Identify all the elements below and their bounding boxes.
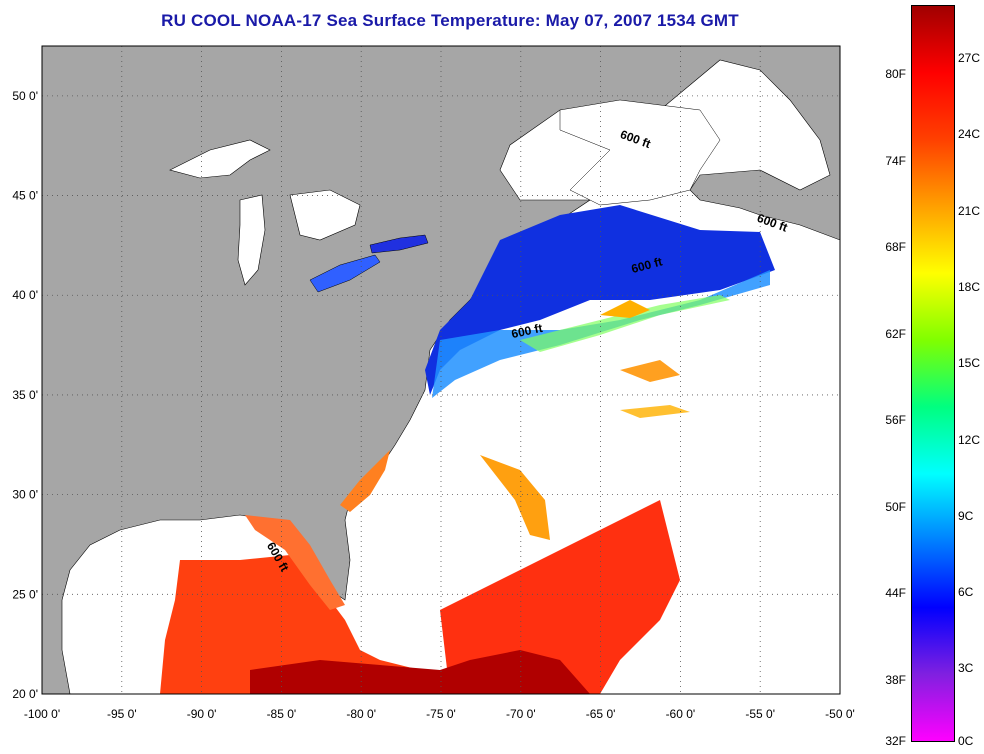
x-tick-label: -60 0': [666, 707, 696, 721]
lake-michigan: [237, 194, 266, 286]
colorbar-f-label: 32F: [885, 734, 906, 748]
x-tick-label: -85 0': [267, 707, 297, 721]
colorbar-c-label: 0C: [958, 734, 974, 748]
x-tick-label: -75 0': [426, 707, 456, 721]
sst-warm-patch-3: [620, 405, 690, 418]
colorbar-c-label: 3C: [958, 661, 974, 676]
colorbar-f-label: 80F: [885, 67, 906, 81]
sst-caribbean: [250, 650, 590, 694]
x-axis-ticks: -100 0' -95 0' -90 0' -85 0' -80 0' -75 0' -70…: [24, 707, 855, 721]
colorbar-f-label: 68F: [885, 240, 906, 254]
x-tick-label: -50 0': [825, 707, 855, 721]
lake-erie: [309, 254, 381, 293]
lake-superior: [169, 139, 271, 179]
colorbar-c-label: 12C: [958, 432, 981, 447]
map-grid: [42, 46, 840, 694]
sst-mid-band: [520, 295, 730, 352]
colorbar-f-label: 50F: [885, 499, 906, 514]
y-axis-ticks: 20 0' 25 0' 30 0' 35 0' 40 0' 45 0' 50 0': [12, 89, 38, 701]
sst-cool-band: [432, 270, 770, 398]
sst-gulfstream-eddy: [480, 455, 550, 540]
x-tick-label: -95 0': [107, 707, 137, 721]
colorbar-c-label: 18C: [958, 279, 981, 294]
sst-florida-west: [245, 515, 345, 610]
colorbar-c-label: 21C: [958, 203, 981, 218]
colorbar-c-label: 9C: [958, 508, 974, 523]
x-tick-label: -70 0': [506, 707, 536, 721]
colorbar-c-label: 24C: [958, 127, 981, 142]
sst-warm-patch-2: [620, 360, 680, 382]
y-tick-label: 35 0': [12, 388, 38, 402]
colorbar-f-label: 62F: [885, 326, 906, 341]
y-tick-label: 40 0': [12, 288, 38, 302]
y-tick-label: 50 0': [12, 89, 38, 103]
sst-atlantic-south: [440, 500, 680, 694]
contour-label: 600 ft: [510, 321, 544, 341]
y-tick-label: 30 0': [12, 488, 38, 502]
map-title: RU COOL NOAA-17 Sea Surface Temperature:…: [161, 11, 739, 30]
sst-gulfstream-coast: [340, 450, 390, 512]
colorbar-c-label: 6C: [958, 585, 974, 600]
colorbar-f-label: 56F: [885, 413, 906, 427]
sst-gulf-of-mexico: [160, 555, 440, 694]
y-tick-label: 25 0': [12, 587, 38, 601]
colorbar-c-label: 27C: [958, 51, 981, 65]
sst-warm-patch-1: [600, 300, 650, 318]
x-tick-label: -55 0': [745, 707, 775, 721]
colorbar: [911, 5, 955, 742]
colorbar-c-label: 15C: [958, 356, 981, 371]
lake-ontario: [369, 234, 429, 254]
sst-cold-shelf: [425, 205, 775, 395]
colorbar-f-label: 44F: [885, 586, 906, 600]
map-frame: [41, 45, 841, 695]
colorbar-f-label: 38F: [885, 672, 906, 687]
x-tick-label: -80 0': [346, 707, 376, 721]
y-tick-label: 20 0': [12, 687, 38, 701]
y-tick-label: 45 0': [12, 189, 38, 203]
x-tick-label: -90 0': [187, 707, 217, 721]
x-tick-label: -65 0': [586, 707, 616, 721]
lake-huron: [289, 189, 361, 241]
colorbar-f-label: 74F: [885, 153, 906, 168]
x-tick-label: -100 0': [24, 707, 60, 721]
